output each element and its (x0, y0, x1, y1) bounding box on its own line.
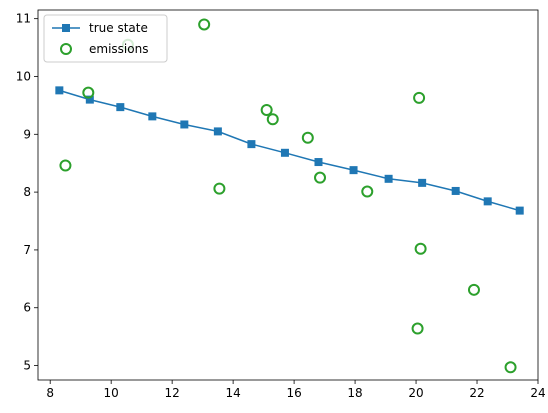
true-state-point (451, 186, 460, 195)
true-state-point (85, 95, 94, 104)
true-state-point (515, 206, 524, 215)
y-tick-label: 9 (23, 127, 31, 141)
true-state-point (55, 86, 64, 95)
y-tick-label: 8 (23, 185, 31, 199)
y-tick-label: 7 (23, 243, 31, 257)
x-tick-label: 20 (408, 386, 423, 400)
legend-label-emissions: emissions (89, 42, 148, 56)
emission-point (314, 171, 327, 184)
y-axis: 5 6 7 8 9 10 11 (16, 12, 38, 373)
y-tick-label: 11 (16, 12, 31, 26)
x-tick-label: 8 (46, 386, 54, 400)
legend-box (43, 14, 168, 63)
true-state-point (148, 112, 157, 121)
x-tick-label: 16 (286, 386, 301, 400)
true-state-point (213, 127, 222, 136)
plot-frame (37, 9, 539, 381)
x-tick-label: 24 (530, 386, 545, 400)
x-tick-label: 18 (347, 386, 362, 400)
true-state-point (116, 103, 125, 112)
x-tick-label: 12 (165, 386, 180, 400)
series-layer (55, 18, 524, 374)
y-tick-label: 5 (23, 359, 31, 373)
true-state-point (349, 166, 358, 175)
x-tick-label: 22 (469, 386, 484, 400)
x-axis: 8 10 12 14 16 18 20 22 24 (46, 380, 546, 400)
emission-point (413, 91, 426, 104)
true-state-point (314, 158, 323, 167)
emission-point (467, 283, 480, 296)
true-state-point (384, 174, 393, 183)
true-state-point (280, 148, 289, 157)
emission-point (301, 131, 314, 144)
emission-point (361, 185, 374, 198)
true-state-point (247, 140, 256, 149)
true-state-point (418, 178, 427, 187)
emission-point (504, 361, 517, 374)
legend-marker-emissions (60, 43, 72, 55)
legend-marker-true-state (62, 24, 70, 32)
true-state-point (180, 120, 189, 129)
plot-area (38, 10, 538, 380)
emission-point (411, 322, 424, 335)
x-tick-label: 10 (104, 386, 119, 400)
legend-label-true-state: true state (89, 21, 148, 35)
emission-point (82, 86, 95, 99)
x-tick-label: 14 (225, 386, 240, 400)
emission-point (213, 182, 226, 195)
emission-point (260, 104, 273, 117)
legend: true state emissions (43, 14, 168, 63)
y-tick-label: 6 (23, 301, 31, 315)
emission-point (414, 242, 427, 255)
emission-point (198, 18, 211, 31)
y-tick-label: 10 (16, 69, 31, 83)
emission-point (266, 113, 279, 126)
true-state-point (483, 197, 492, 206)
emission-point (59, 159, 72, 172)
